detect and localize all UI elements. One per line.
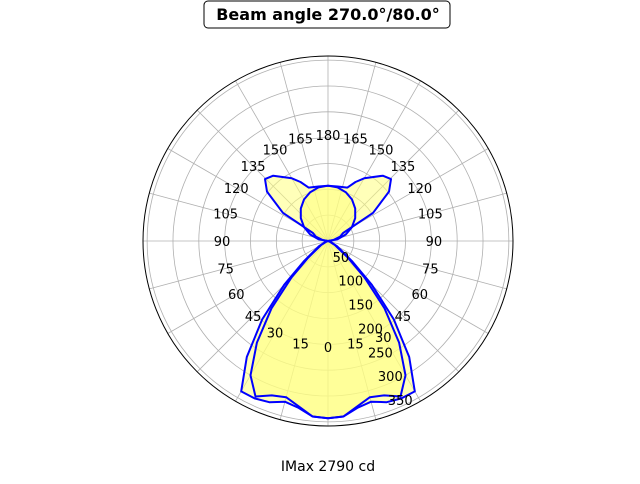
radial-tick-label: 150 xyxy=(348,299,373,314)
x-axis-label: IMax 2790 cd xyxy=(281,459,375,475)
angle-tick-label: 105 xyxy=(213,208,238,223)
angle-tick-label: 15 xyxy=(292,337,309,352)
grid-spoke xyxy=(327,240,489,334)
angle-tick-label: 75 xyxy=(422,262,439,277)
intensity-curves xyxy=(240,174,416,420)
radial-tick-label: 250 xyxy=(368,346,393,361)
angle-tick-label: 105 xyxy=(418,208,443,223)
radial-tick-label: 200 xyxy=(358,322,383,337)
angle-tick-label: 45 xyxy=(245,310,262,325)
grid-spoke xyxy=(167,240,329,334)
curve-fill-2 xyxy=(250,185,406,419)
angle-tick-label: 120 xyxy=(407,182,432,197)
grid-spoke xyxy=(327,192,507,242)
curve-line-2 xyxy=(249,184,407,420)
radial-tick-labels: 50 100 150 200 250 300 350 xyxy=(333,251,413,409)
angle-tick-label: 90 xyxy=(426,235,443,250)
grid-spoke xyxy=(149,192,329,242)
angle-tick-label: 60 xyxy=(228,288,245,303)
outer-frame xyxy=(142,55,514,427)
angle-tick-label: 135 xyxy=(241,160,266,175)
radial-tick-label: 100 xyxy=(338,275,363,290)
angle-tick-label: 60 xyxy=(411,288,428,303)
title-box: Beam angle 270.0°/80.0° xyxy=(203,0,451,29)
angle-tick-label: 150 xyxy=(369,143,394,158)
radial-tick-label: 300 xyxy=(378,370,403,385)
angle-tick-label: 15 xyxy=(347,337,364,352)
title-frame xyxy=(203,0,451,29)
angle-tick-label: 180 xyxy=(316,129,341,144)
angle-tick-label: 120 xyxy=(224,182,249,197)
grid-spoke xyxy=(327,240,507,290)
angle-tick-label: 135 xyxy=(390,160,415,175)
angle-tick-label: 90 xyxy=(214,235,231,250)
angle-tick-label: 150 xyxy=(263,143,288,158)
angle-tick-label: 165 xyxy=(288,133,313,148)
angle-tick-label: 0 xyxy=(324,341,332,356)
angle-tick-label: 75 xyxy=(217,262,234,277)
angle-tick-label: 30 xyxy=(375,331,392,346)
angle-tick-label: 30 xyxy=(267,327,284,342)
grid-spoke xyxy=(149,240,329,290)
chart-title: Beam angle 270.0°/80.0° xyxy=(216,5,440,24)
radial-tick-label: 50 xyxy=(333,251,350,266)
angle-tick-label: 45 xyxy=(395,310,412,325)
radial-tick-label: 350 xyxy=(388,394,413,409)
angle-tick-label: 165 xyxy=(343,133,368,148)
